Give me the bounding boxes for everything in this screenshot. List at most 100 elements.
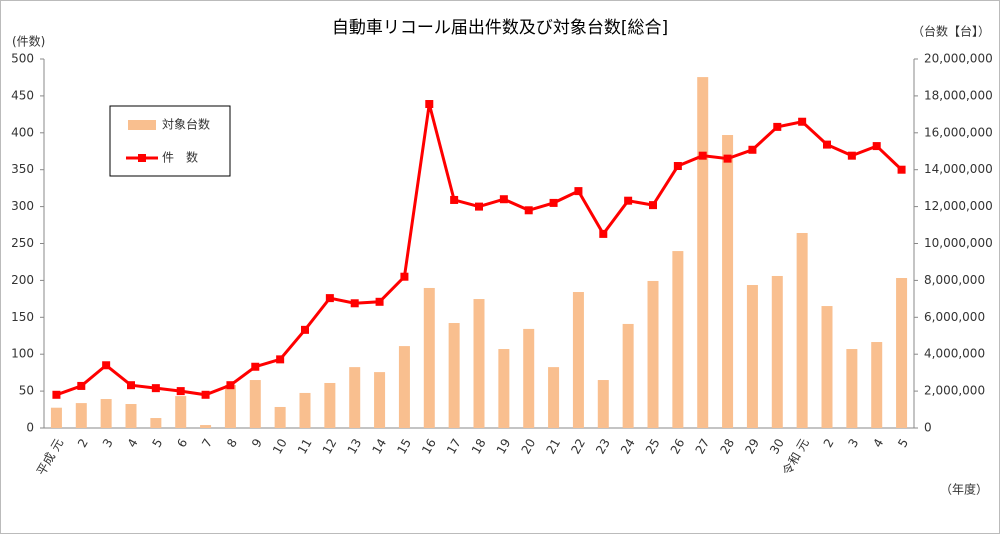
x-tick-label: 13: [345, 436, 365, 456]
x-tick-label: 11: [295, 436, 315, 456]
y-tick-label: 500: [11, 52, 34, 66]
marker: [524, 206, 533, 215]
bar: [175, 396, 187, 428]
bar: [50, 407, 62, 428]
bar: [423, 287, 435, 428]
x-tick-label: 14: [369, 436, 389, 456]
marker: [276, 355, 285, 364]
legend-label: 対象台数: [162, 117, 210, 132]
marker: [599, 229, 608, 238]
y2-tick-label: 8,000,000: [924, 273, 985, 287]
x-tick-label: 26: [668, 436, 688, 456]
marker: [301, 325, 309, 334]
marker: [226, 381, 235, 390]
marker: [102, 361, 111, 370]
bar: [374, 372, 386, 428]
marker: [624, 196, 633, 205]
bar: [572, 292, 584, 428]
bar: [647, 280, 659, 428]
marker: [698, 151, 707, 160]
y-tick-label: 300: [11, 199, 34, 213]
marker: [649, 201, 657, 210]
x-tick-label: 24: [618, 436, 638, 456]
marker: [176, 387, 185, 396]
legend-swatch: [128, 120, 156, 130]
y2-tick-label: 0: [924, 421, 932, 435]
x-tick-label: 12: [320, 436, 340, 456]
bar: [349, 367, 361, 428]
x-axis-label: （年度）: [940, 482, 988, 497]
bar: [75, 403, 87, 428]
y-axis-label: (件数): [12, 34, 45, 49]
y-tick-label: 0: [26, 421, 34, 435]
bar: [249, 380, 261, 428]
y2-tick-label: 14,000,000: [924, 162, 993, 176]
bar: [448, 323, 460, 428]
bar: [150, 418, 162, 428]
marker: [798, 117, 807, 126]
bar: [796, 232, 808, 428]
marker: [201, 390, 210, 399]
marker: [127, 381, 135, 390]
marker: [673, 162, 682, 171]
y2-tick-label: 10,000,000: [924, 236, 993, 250]
x-tick-label: 16: [419, 436, 439, 456]
chart-title: 自動車リコール届出件数及び対象台数[総合]: [332, 18, 668, 38]
x-tick-label: 23: [593, 436, 613, 456]
x-tick-label: 22: [568, 436, 588, 456]
marker: [723, 154, 732, 163]
marker: [375, 297, 384, 306]
marker: [748, 145, 757, 154]
y-tick-label: 200: [11, 273, 34, 287]
marker: [52, 390, 61, 399]
x-tick-label: 17: [444, 436, 464, 456]
marker: [897, 165, 906, 174]
marker: [475, 202, 483, 211]
marker: [425, 100, 434, 109]
bar: [597, 380, 609, 428]
bar: [274, 406, 286, 428]
bar: [498, 349, 510, 428]
marker: [350, 299, 359, 308]
bar: [697, 77, 709, 429]
bar: [523, 328, 535, 428]
bar: [871, 342, 883, 428]
marker: [400, 272, 409, 281]
marker: [450, 195, 459, 204]
bar: [896, 278, 908, 428]
bar: [771, 275, 783, 428]
x-tick-label: 10: [270, 436, 290, 456]
x-tick-label: 28: [717, 436, 737, 456]
x-tick-label: 29: [742, 436, 762, 456]
bar: [622, 323, 634, 428]
y-tick-label: 400: [11, 125, 34, 139]
bar: [100, 399, 112, 428]
y2-tick-label: 6,000,000: [924, 310, 985, 324]
bar: [746, 285, 758, 428]
bar: [324, 382, 336, 428]
bar: [672, 251, 684, 428]
bar: [200, 425, 212, 428]
y-tick-label: 250: [11, 236, 34, 250]
y-tick-label: 450: [11, 88, 34, 102]
bar: [224, 385, 236, 428]
bar: [473, 299, 485, 428]
y2-tick-label: 16,000,000: [924, 125, 993, 139]
legend-marker: [138, 154, 146, 162]
y2-tick-label: 12,000,000: [924, 199, 993, 213]
marker: [773, 122, 782, 131]
y-tick-label: 100: [11, 347, 34, 361]
marker: [251, 362, 260, 371]
x-tick-label: 30: [767, 436, 787, 456]
legend-label: 件 数: [162, 150, 198, 165]
bar: [821, 306, 833, 428]
bar: [548, 367, 560, 428]
y2-tick-label: 2,000,000: [924, 384, 985, 398]
marker: [847, 151, 856, 160]
x-tick-label: 27: [693, 436, 713, 456]
bar: [722, 135, 734, 428]
marker: [549, 198, 558, 207]
y-tick-label: 50: [19, 384, 34, 398]
